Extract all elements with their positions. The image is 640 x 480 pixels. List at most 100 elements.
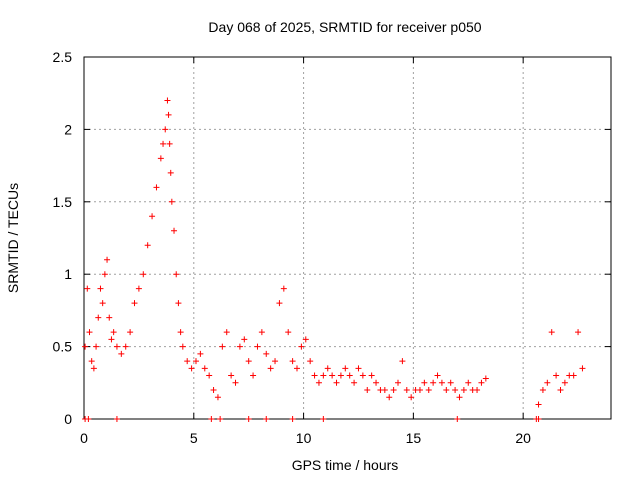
data-point [140,271,147,278]
data-point [250,372,257,379]
data-point [97,285,104,292]
data-point [171,227,178,234]
data-point [135,285,142,292]
data-point [131,300,138,307]
y-tick-label: 2 [64,121,72,137]
data-point [359,372,366,379]
data-point [320,372,327,379]
data-point [465,379,472,386]
data-point [482,375,489,382]
data-point [184,358,191,365]
data-point [206,372,213,379]
data-point [438,379,445,386]
y-tick-label: 1.5 [53,194,73,210]
data-point [228,372,235,379]
zero-marker [263,416,270,422]
data-point [82,343,89,350]
data-point [408,394,415,401]
chart-title: Day 068 of 2025, SRMTID for receiver p05… [208,19,481,35]
y-tick-label: 1 [64,266,72,282]
data-point [434,372,441,379]
data-point [245,358,252,365]
data-point [106,314,113,321]
data-point [197,350,204,357]
data-point [561,379,568,386]
data-point [544,379,551,386]
data-point [113,343,120,350]
data-point [346,372,353,379]
data-point [188,365,195,372]
data-point [127,329,134,336]
data-point [329,372,336,379]
data-point [456,394,463,401]
data-point [162,126,169,133]
data-point [342,365,349,372]
data-point [355,365,362,372]
data-point [298,343,305,350]
data-point [474,387,481,394]
data-point [333,379,340,386]
data-point [90,365,97,372]
data-point [175,300,182,307]
y-tick-label: 0.5 [53,339,73,355]
data-point [241,336,248,343]
data-point [535,401,542,408]
data-point [390,387,397,394]
data-point [101,271,108,278]
x-tick-label: 10 [296,430,312,446]
x-tick-label: 0 [80,430,88,446]
data-point [236,343,243,350]
data-point [399,358,406,365]
data-point [86,329,93,336]
y-tick-label: 0 [64,411,72,427]
data-point [258,329,265,336]
data-point [478,379,485,386]
x-axis-label: GPS time / hours [292,457,399,473]
data-point [421,379,428,386]
data-point [93,343,100,350]
data-point [99,300,106,307]
data-point [157,155,164,162]
data-point [108,336,115,343]
data-point [84,285,91,292]
data-point [443,387,450,394]
data-point [118,350,125,357]
zero-marker [454,416,461,422]
data-point [351,379,358,386]
data-point [95,314,102,321]
data-point [447,379,454,386]
data-point [165,111,172,118]
data-point [167,169,174,176]
data-point [311,372,318,379]
data-point [570,372,577,379]
data-point [179,343,186,350]
data-point [280,285,287,292]
data-point [254,343,261,350]
data-point [368,372,375,379]
data-point [122,343,129,350]
zero-marker [245,416,252,422]
data-point [110,329,117,336]
grid-lines [84,57,611,419]
data-point [168,198,175,205]
data-point [386,394,393,401]
data-point [315,379,322,386]
data-point [223,329,230,336]
data-point [272,358,279,365]
data-point [210,387,217,394]
zero-marker [320,416,327,422]
data-point [164,97,171,104]
data-point [579,365,586,372]
data-point [307,358,314,365]
zero-marker [85,416,92,422]
data-point [539,387,546,394]
data-point [177,329,184,336]
x-tick-label: 15 [406,430,422,446]
data-point [219,343,226,350]
data-point [553,372,560,379]
data-point [373,379,380,386]
data-point [293,365,300,372]
data-point [88,358,95,365]
data-point [144,242,151,249]
